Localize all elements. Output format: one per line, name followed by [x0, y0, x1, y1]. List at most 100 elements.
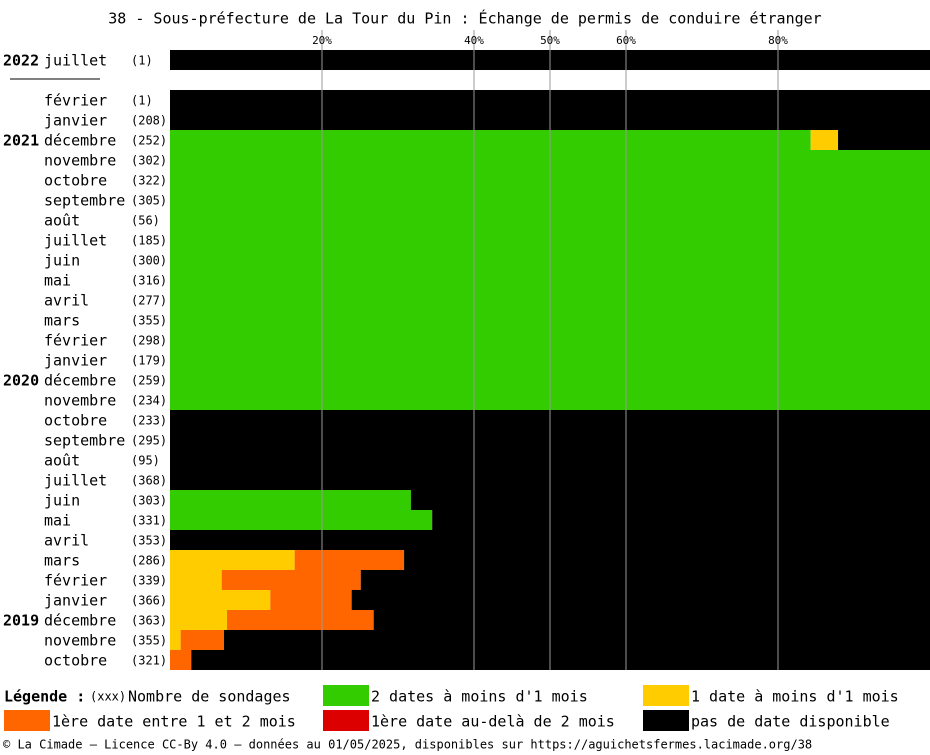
- month-label: novembre: [44, 152, 116, 170]
- count-label: (363): [131, 614, 167, 628]
- month-label: mai: [44, 512, 71, 530]
- count-label: (252): [131, 134, 167, 148]
- count-label: (316): [131, 274, 167, 288]
- month-label: août: [44, 212, 80, 230]
- x-tick-label: 40%: [464, 34, 484, 47]
- month-label: janvier: [44, 592, 107, 610]
- count-label: (259): [131, 374, 167, 388]
- month-label: décembre: [44, 612, 116, 630]
- year-label: 2020: [3, 372, 39, 390]
- count-label: (298): [131, 334, 167, 348]
- count-label: (366): [131, 594, 167, 608]
- month-label: octobre: [44, 412, 107, 430]
- legend-label: 1ère date entre 1 et 2 mois: [52, 713, 296, 731]
- bar-segment: [360, 570, 930, 590]
- month-label: janvier: [44, 352, 107, 370]
- count-label: (234): [131, 394, 167, 408]
- month-label: avril: [44, 532, 89, 550]
- month-label: décembre: [44, 132, 116, 150]
- bar-segment: [351, 590, 930, 610]
- bar-segment: [170, 490, 411, 510]
- bar-segment: [404, 550, 930, 570]
- legend-swatch: [643, 685, 689, 706]
- month-label: janvier: [44, 112, 107, 130]
- legend-swatch: [4, 710, 50, 731]
- month-label: août: [44, 452, 80, 470]
- x-tick-label: 60%: [616, 34, 636, 47]
- legend-swatch: [323, 685, 369, 706]
- month-label: novembre: [44, 392, 116, 410]
- x-tick-label: 80%: [768, 34, 788, 47]
- count-label: (208): [131, 114, 167, 128]
- x-tick-label: 50%: [540, 34, 560, 47]
- count-label: (322): [131, 174, 167, 188]
- bar-segment: [180, 630, 224, 650]
- legend-swatch: [643, 710, 689, 731]
- year-label: 2021: [3, 132, 39, 150]
- bar-segment: [170, 610, 227, 630]
- bar-segment: [191, 650, 930, 670]
- count-label: (286): [131, 554, 167, 568]
- month-label: février: [44, 332, 107, 350]
- month-label: novembre: [44, 632, 116, 650]
- bar-segment: [170, 510, 433, 530]
- month-label: septembre: [44, 432, 125, 450]
- footer: © La Cimade — Licence CC-By 4.0 — donnée…: [3, 738, 812, 752]
- year-label: 2022: [3, 52, 39, 70]
- count-label: (321): [131, 654, 167, 668]
- count-label: (305): [131, 194, 167, 208]
- month-label: avril: [44, 292, 89, 310]
- bar-segment: [410, 490, 930, 510]
- bar-segment: [373, 610, 930, 630]
- count-label: (185): [131, 234, 167, 248]
- x-tick-label: 20%: [312, 34, 332, 47]
- count-label: (295): [131, 434, 167, 448]
- month-label: juin: [44, 492, 80, 510]
- count-label: (339): [131, 574, 167, 588]
- legend-label: 2 dates à moins d'1 mois: [371, 688, 588, 706]
- count-label: (1): [131, 54, 153, 68]
- legend-label: 1 date à moins d'1 mois: [691, 688, 899, 706]
- bar-segment: [221, 570, 361, 590]
- month-label: mars: [44, 312, 80, 330]
- count-label: (368): [131, 474, 167, 488]
- bar-segment: [294, 550, 405, 570]
- count-label: (95): [131, 454, 160, 468]
- month-label: février: [44, 92, 107, 110]
- month-label: juin: [44, 252, 80, 270]
- count-label: (355): [131, 314, 167, 328]
- count-key: (xxx): [90, 690, 126, 704]
- month-label: février: [44, 572, 107, 590]
- bar-segment: [170, 590, 271, 610]
- count-label: (1): [131, 94, 153, 108]
- count-label: (277): [131, 294, 167, 308]
- month-label: juillet: [44, 232, 107, 250]
- bar-segment: [810, 130, 839, 150]
- count-label: (331): [131, 514, 167, 528]
- count-label: (300): [131, 254, 167, 268]
- count-label: (233): [131, 414, 167, 428]
- chart-title: 38 - Sous-préfecture de La Tour du Pin :…: [108, 9, 821, 28]
- bar-segment: [170, 130, 811, 150]
- count-label: (179): [131, 354, 167, 368]
- year-label: 2019: [3, 612, 39, 630]
- legend-swatch: [323, 710, 369, 731]
- count-key-label: Nombre de sondages: [128, 688, 291, 706]
- month-label: octobre: [44, 652, 107, 670]
- bar-segment: [270, 590, 352, 610]
- bar-segment: [170, 570, 222, 590]
- month-label: décembre: [44, 372, 116, 390]
- bar-segment: [432, 510, 930, 530]
- month-label: juillet: [44, 472, 107, 490]
- month-label: octobre: [44, 172, 107, 190]
- legend-title: Légende :: [4, 688, 85, 706]
- bar-segment: [223, 630, 930, 650]
- month-label: septembre: [44, 192, 125, 210]
- month-label: juillet: [44, 52, 107, 70]
- bar-segment: [227, 610, 374, 630]
- bar-segment: [170, 550, 295, 570]
- month-label: mai: [44, 272, 71, 290]
- bar-segment: [170, 630, 181, 650]
- count-label: (355): [131, 634, 167, 648]
